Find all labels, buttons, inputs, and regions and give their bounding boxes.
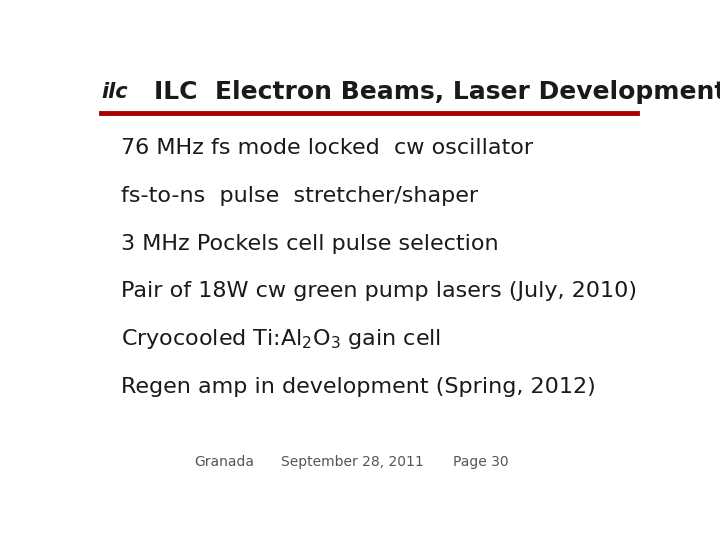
Text: 76 MHz fs mode locked  cw oscillator: 76 MHz fs mode locked cw oscillator	[121, 138, 533, 158]
Text: 3 MHz Pockels cell pulse selection: 3 MHz Pockels cell pulse selection	[121, 234, 498, 254]
Text: Page 30: Page 30	[453, 455, 508, 469]
Text: fs-to-ns  pulse  stretcher/shaper: fs-to-ns pulse stretcher/shaper	[121, 186, 478, 206]
Text: Regen amp in development (Spring, 2012): Regen amp in development (Spring, 2012)	[121, 377, 595, 397]
Text: Granada: Granada	[194, 455, 254, 469]
Text: September 28, 2011: September 28, 2011	[281, 455, 423, 469]
Text: Cryocooled Ti:Al$_2$O$_3$ gain cell: Cryocooled Ti:Al$_2$O$_3$ gain cell	[121, 327, 441, 351]
Text: Pair of 18W cw green pump lasers (July, 2010): Pair of 18W cw green pump lasers (July, …	[121, 281, 636, 301]
Text: ILC  Electron Beams, Laser Development: ILC Electron Beams, Laser Development	[154, 80, 720, 104]
Text: ilc: ilc	[101, 82, 127, 102]
